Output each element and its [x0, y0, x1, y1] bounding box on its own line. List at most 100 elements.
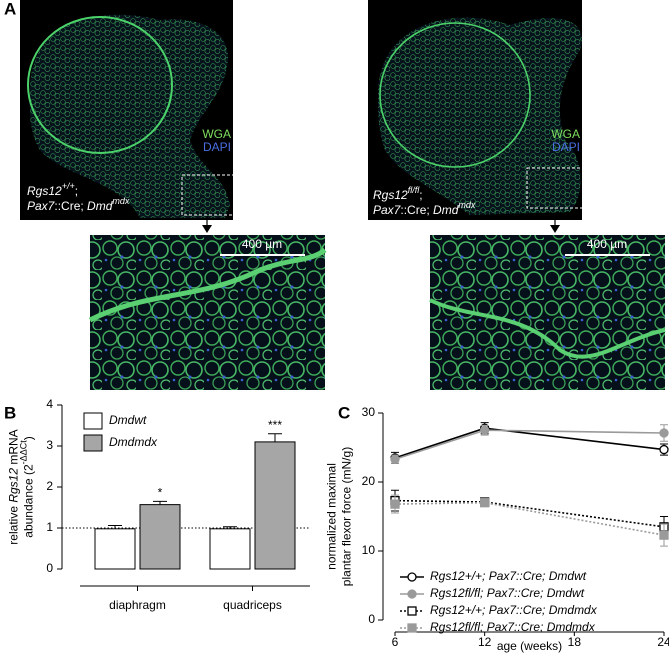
bar — [254, 441, 296, 570]
y-label-part: abundance (2 — [22, 464, 36, 538]
scale-label: 400 µm — [587, 237, 627, 251]
legend-swatch — [83, 434, 103, 452]
panel-a: A WGA DAPI Rgs12+/+; Pax7::Cre; Dmdmdx W… — [4, 0, 666, 390]
scale-label: 400 µm — [242, 237, 282, 251]
bar — [209, 528, 251, 570]
y-label-part: ) — [22, 436, 36, 440]
panel-label: C — [338, 403, 350, 422]
zoom-box — [181, 174, 243, 216]
y-tick-label: 2 — [46, 479, 53, 493]
y-tick-label: 0 — [368, 612, 375, 626]
x-tick-label: 12 — [478, 635, 492, 649]
tissue-border — [27, 16, 173, 154]
marker — [407, 589, 417, 599]
x-axis-label: age (weeks) — [497, 639, 562, 653]
marker — [480, 425, 490, 435]
legend-swatch — [83, 412, 103, 430]
y-tick-label: 1 — [46, 520, 53, 534]
x-tick-label: quadriceps — [223, 598, 282, 612]
y-tick-label: 20 — [362, 474, 376, 488]
legend-label: Rgs12+/+; Pax7::Cre; Dmdwt — [430, 569, 587, 583]
arrow — [202, 225, 212, 233]
genotype-part: Pax7 — [373, 203, 402, 217]
legend-label: Rgs12fl/fl; Pax7::Cre; Dmdwt — [430, 586, 585, 600]
marker — [407, 623, 417, 633]
bar — [139, 504, 181, 570]
y-tick-label: 0 — [46, 561, 53, 575]
marker — [480, 498, 490, 508]
septum — [429, 298, 666, 359]
arrow — [550, 225, 560, 233]
y-tick-label: 10 — [362, 543, 376, 557]
marker — [407, 606, 417, 616]
genotype: Rgs12+/+; — [27, 181, 78, 198]
genotype-part: Rgs12 — [373, 188, 408, 202]
stain-label: DAPI — [203, 140, 231, 154]
micrograph-zoom — [90, 235, 325, 390]
legend-label: Dmdwt — [109, 413, 147, 427]
genotype: Pax7::Cre; Dmdmdx — [373, 200, 476, 217]
error-bar — [153, 500, 167, 505]
y-axis-label: relative Rgs12 mRNAabundance (2-ΔΔCt) — [7, 429, 36, 544]
marker — [407, 572, 417, 582]
stain-label: WGA — [202, 127, 231, 141]
error-bar — [108, 525, 122, 529]
genotype-part: mdx — [112, 196, 130, 206]
genotype-part: ; — [419, 188, 422, 202]
x-tick-label: 6 — [392, 635, 399, 649]
genotype-part: Rgs12 — [27, 184, 62, 198]
genotype: Pax7::Cre; Dmdmdx — [27, 196, 130, 213]
marker — [390, 454, 400, 464]
y-label-part: mRNA — [7, 429, 21, 468]
genotype-part: ::Cre; — [54, 199, 87, 213]
y-label-part: Rgs12 — [7, 468, 21, 503]
panel-label: A — [4, 0, 16, 18]
tissue-border — [379, 22, 531, 168]
tissue — [29, 14, 230, 218]
significance: * — [158, 486, 163, 500]
error-bar — [268, 433, 282, 442]
y-tick-label: 30 — [362, 405, 376, 419]
error-bar — [223, 526, 237, 529]
stain-label: DAPI — [552, 140, 580, 154]
y-axis-label: normalized maximalplantar flexor force (… — [325, 447, 354, 586]
marker — [390, 499, 400, 509]
marker — [659, 444, 669, 455]
genotype-part: Dmd — [433, 203, 459, 217]
stain-label: WGA — [551, 127, 580, 141]
septum — [88, 247, 327, 323]
y-label-part: -ΔΔCt — [19, 440, 29, 465]
panel-label: B — [4, 403, 16, 422]
marker — [659, 428, 669, 438]
genotype-part: +/+ — [62, 181, 75, 191]
bar — [94, 528, 136, 570]
genotype: Rgs12fl/fl; — [373, 185, 423, 202]
genotype-part: Dmd — [87, 199, 113, 213]
significance: *** — [268, 418, 282, 432]
legend-label: Dmdmdx — [109, 435, 158, 449]
genotype-part: mdx — [458, 200, 476, 210]
legend-label: Rgs12+/+; Pax7::Cre; Dmdmdx — [430, 603, 598, 617]
genotype-part: ::Cre; — [400, 203, 433, 217]
y-label-line: relative Rgs12 mRNA — [7, 429, 21, 544]
marker — [659, 530, 669, 540]
y-label-line: abundance (2-ΔΔCt) — [19, 436, 36, 537]
series-line — [394, 501, 665, 536]
y-label-part: relative — [7, 503, 21, 545]
y-label-line: normalized maximal — [325, 463, 339, 570]
zoom-box — [526, 167, 586, 209]
x-tick-label: 18 — [568, 635, 582, 649]
genotype-part: ; — [75, 184, 78, 198]
y-label-line: plantar flexor force (mN/g) — [340, 447, 354, 586]
genotype-part: Pax7 — [27, 199, 56, 213]
genotype-part: fl/fl — [408, 185, 421, 195]
series-line — [394, 499, 665, 528]
y-tick-label: 3 — [46, 438, 53, 452]
legend-label: Rgs12fl/fl; Pax7::Cre; Dmdmdx — [430, 620, 596, 634]
x-tick-label: diaphragm — [109, 598, 166, 612]
tissue — [378, 17, 582, 215]
y-tick-label: 4 — [46, 397, 53, 411]
x-tick-label: 24 — [657, 635, 669, 649]
